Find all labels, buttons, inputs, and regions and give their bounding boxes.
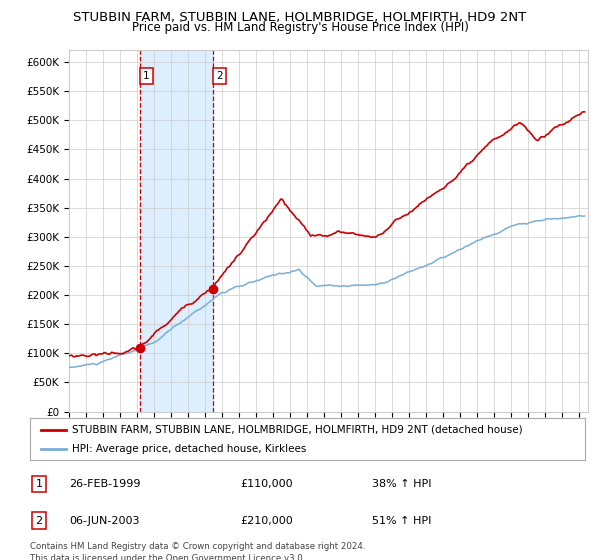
Text: STUBBIN FARM, STUBBIN LANE, HOLMBRIDGE, HOLMFIRTH, HD9 2NT (detached house): STUBBIN FARM, STUBBIN LANE, HOLMBRIDGE, … — [71, 424, 522, 435]
Text: 51% ↑ HPI: 51% ↑ HPI — [372, 516, 431, 525]
Text: Price paid vs. HM Land Registry's House Price Index (HPI): Price paid vs. HM Land Registry's House … — [131, 21, 469, 34]
Text: HPI: Average price, detached house, Kirklees: HPI: Average price, detached house, Kirk… — [71, 444, 306, 454]
Text: This data is licensed under the Open Government Licence v3.0.: This data is licensed under the Open Gov… — [30, 554, 305, 560]
Text: STUBBIN FARM, STUBBIN LANE, HOLMBRIDGE, HOLMFIRTH, HD9 2NT: STUBBIN FARM, STUBBIN LANE, HOLMBRIDGE, … — [73, 11, 527, 24]
Text: 06-JUN-2003: 06-JUN-2003 — [69, 516, 139, 525]
Text: 2: 2 — [216, 71, 223, 81]
Text: 2: 2 — [35, 516, 43, 525]
Text: 1: 1 — [35, 479, 43, 489]
Text: Contains HM Land Registry data © Crown copyright and database right 2024.: Contains HM Land Registry data © Crown c… — [30, 542, 365, 550]
Text: 26-FEB-1999: 26-FEB-1999 — [69, 479, 140, 489]
Text: 1: 1 — [143, 71, 149, 81]
Text: 38% ↑ HPI: 38% ↑ HPI — [372, 479, 431, 489]
Text: £210,000: £210,000 — [240, 516, 293, 525]
Bar — [140, 50, 212, 412]
Text: £110,000: £110,000 — [240, 479, 293, 489]
